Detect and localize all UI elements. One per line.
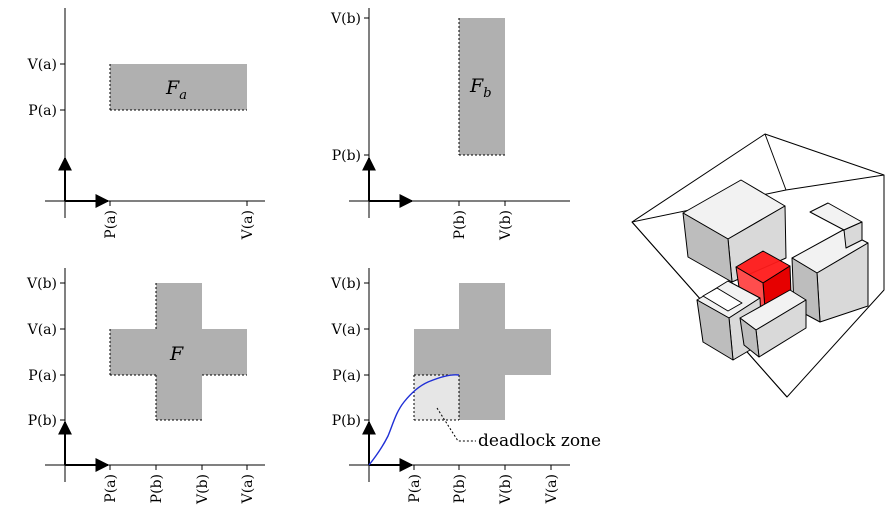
y-tick-label: V(b) xyxy=(330,11,361,27)
y-tick-label: P(b) xyxy=(332,413,361,429)
x-tick-label: V(a) xyxy=(544,474,560,504)
y-tick-label: V(b) xyxy=(26,276,57,292)
y-tick-label: P(a) xyxy=(28,368,57,384)
y-tick-label: P(a) xyxy=(332,368,361,384)
deadlock-zone xyxy=(414,375,459,420)
x-tick-label: P(a) xyxy=(103,474,119,503)
y-tick-label: V(a) xyxy=(27,57,57,73)
x-tick-label: V(a) xyxy=(240,474,256,504)
x-tick-label: P(a) xyxy=(407,474,423,503)
y-tick-label: V(b) xyxy=(330,276,361,292)
panel-bottom-right: deadlock zone V(b) V(a) P(a) P(b) P(a) P… xyxy=(330,268,601,505)
y-tick-label: P(b) xyxy=(332,148,361,164)
x-tick-label: P(a) xyxy=(103,210,119,239)
y-tick-label: V(a) xyxy=(331,322,361,338)
x-tick-label: P(b) xyxy=(149,474,165,503)
y-tick-label: P(b) xyxy=(28,413,57,429)
y-tick-label: V(a) xyxy=(27,322,57,338)
region-label-fb: Fb xyxy=(469,75,492,101)
3d-forbidden-region-cube-icon xyxy=(631,133,885,398)
region-label-f: F xyxy=(169,343,184,365)
x-tick-label: V(b) xyxy=(498,474,514,505)
x-tick-label: V(a) xyxy=(240,210,256,240)
forbidden-region-a xyxy=(110,64,247,110)
x-tick-label: P(b) xyxy=(452,210,468,239)
region-label-fa: Fa xyxy=(165,77,187,103)
forbidden-region-b xyxy=(156,283,202,420)
annotation-leader xyxy=(436,407,476,442)
forbidden-region-b xyxy=(459,283,505,420)
y-tick-label: P(a) xyxy=(28,103,57,119)
x-tick-label: V(b) xyxy=(498,210,514,241)
forbidden-region-b xyxy=(459,18,505,155)
panel-bottom-left: F V(b) V(a) P(a) P(b) P(a) P(b) V(b) V(a… xyxy=(26,268,265,505)
x-tick-label: V(b) xyxy=(195,474,211,505)
x-tick-label: P(b) xyxy=(452,474,468,503)
panel-top-right: Fb V(b) P(b) P(b) V(b) xyxy=(330,8,570,241)
execution-path xyxy=(368,374,460,466)
deadlock-zone-label: deadlock zone xyxy=(478,431,601,451)
panel-top-left: Fa V(a) P(a) P(a) V(a) xyxy=(27,8,265,240)
